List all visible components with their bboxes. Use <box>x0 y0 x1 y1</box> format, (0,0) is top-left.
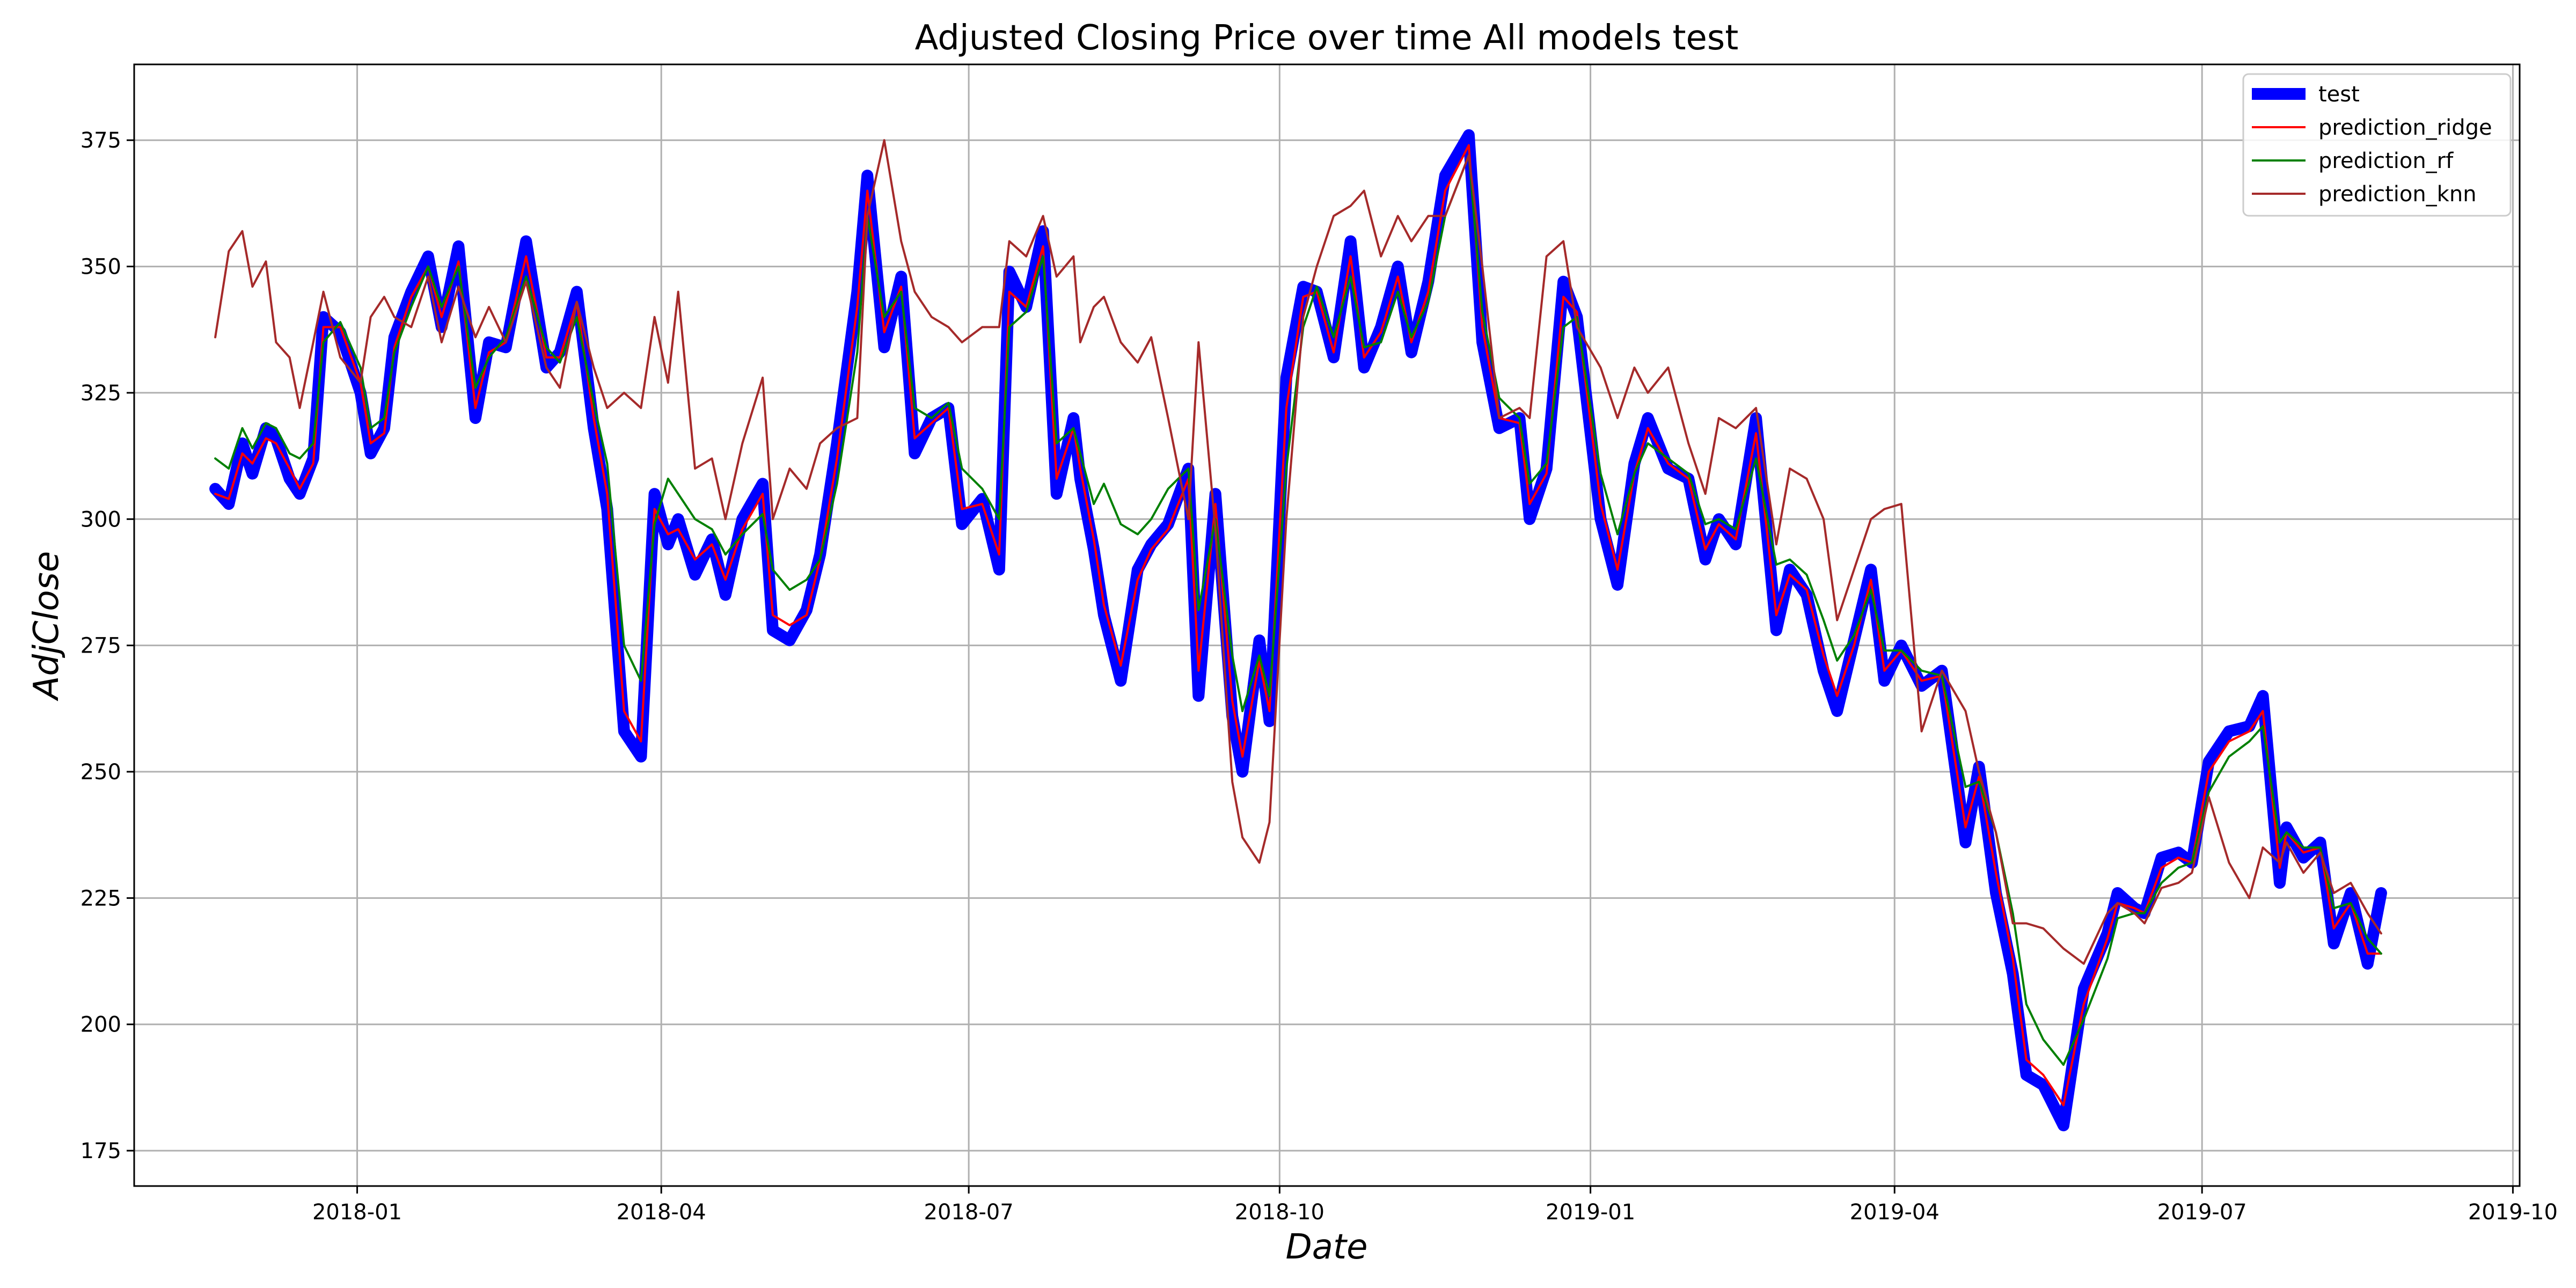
legend-label-test: test <box>2318 82 2360 107</box>
legend: test prediction_ridge prediction_rfpredict… <box>2242 73 2512 217</box>
y-tick-label: 200 <box>80 1013 121 1037</box>
y-tick-label: 250 <box>80 760 121 785</box>
y-tick-label: 325 <box>80 381 121 406</box>
y-axis-label: AdjClose <box>27 551 67 702</box>
grid-lines <box>134 64 2520 1186</box>
y-tick-label: 300 <box>80 507 121 532</box>
x-tick-label: 2019-01 <box>1546 1200 1635 1225</box>
legend-box <box>2242 73 2512 217</box>
series-line-prediction-knn <box>214 139 2382 965</box>
x-tick-label: 2019-10 <box>2468 1200 2558 1225</box>
y-tick-label: 375 <box>80 128 121 153</box>
x-tick-label: 2019-04 <box>1850 1200 1940 1225</box>
legend-label-prediction-rf: prediction_rf <box>2318 149 2454 173</box>
legend-label-prediction-ridge: prediction_ridge <box>2318 115 2492 140</box>
x-tick-label: 2018-01 <box>312 1200 402 1225</box>
series-lines <box>209 129 2387 1131</box>
x-axis-label: Date <box>1286 1227 1368 1267</box>
chart-title: Adjusted Closing Price over time All mod… <box>915 18 1739 58</box>
y-tick-label: 175 <box>80 1139 121 1163</box>
y-tick-label: 275 <box>80 634 121 658</box>
series-line-prediction-rf <box>214 154 2382 1066</box>
x-tick-label: 2018-04 <box>617 1200 706 1225</box>
legend-label-prediction-knn: prediction_knn <box>2318 182 2477 207</box>
series-line-prediction-ridge <box>214 144 2382 1107</box>
y-tick-label: 350 <box>80 255 121 280</box>
y-tick-label: 225 <box>80 886 121 911</box>
plot-frame <box>133 63 2521 1187</box>
x-tick-label: 2018-07 <box>924 1200 1014 1225</box>
x-tick-label: 2019-07 <box>2157 1200 2247 1225</box>
x-tick-label: 2018-10 <box>1235 1200 1324 1225</box>
axis-ticks: 2018-01 2018-04 2018-07 2018-10 2019-01 2019-… <box>80 128 2558 1225</box>
